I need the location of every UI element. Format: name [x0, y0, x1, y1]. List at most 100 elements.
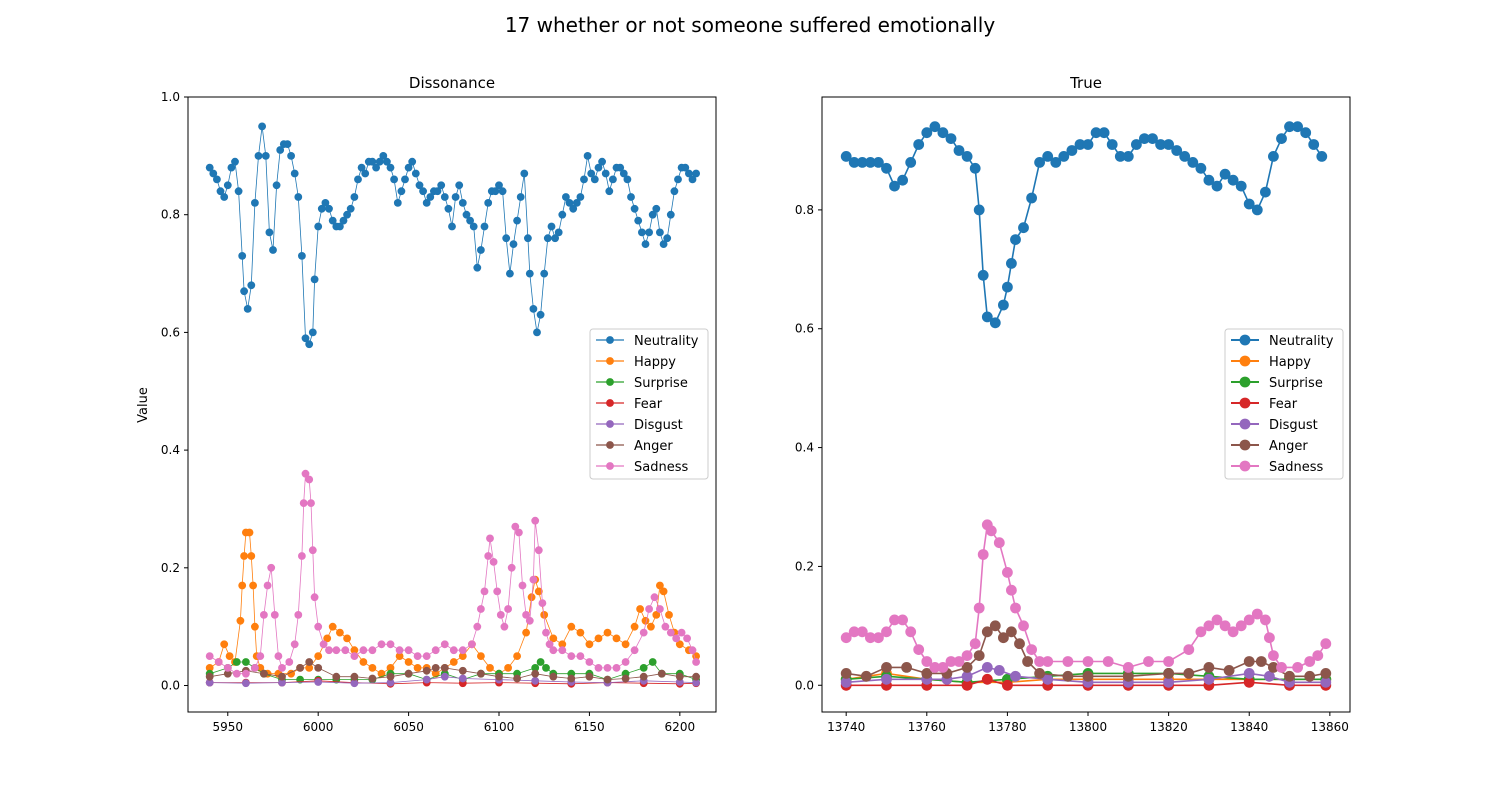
- data-point: [227, 163, 236, 172]
- data-point: [458, 666, 467, 675]
- data-point: [242, 669, 250, 678]
- x-tick-label: 6200: [665, 720, 696, 734]
- data-point: [554, 228, 563, 237]
- data-point: [354, 175, 362, 184]
- data-point: [328, 216, 337, 225]
- data-point: [413, 652, 422, 660]
- data-point: [251, 664, 259, 672]
- data-point: [469, 222, 478, 231]
- data-point: [1163, 656, 1174, 667]
- data-point: [205, 678, 214, 687]
- data-point: [639, 672, 648, 681]
- legend-label: Fear: [634, 397, 663, 412]
- data-point: [529, 575, 538, 584]
- data-point: [1203, 174, 1215, 186]
- data-point: [486, 534, 494, 543]
- data-point: [491, 187, 500, 196]
- data-point: [270, 611, 279, 619]
- data-point: [1018, 620, 1029, 632]
- data-point: [1002, 679, 1013, 691]
- data-point: [1106, 139, 1118, 150]
- data-point: [314, 678, 323, 686]
- data-point: [422, 199, 431, 207]
- series-sadness: [205, 469, 700, 678]
- data-point: [961, 670, 973, 682]
- data-point: [1264, 670, 1275, 682]
- x-tick-label: 6100: [484, 720, 515, 734]
- series-line: [209, 532, 697, 675]
- data-point: [260, 669, 268, 678]
- data-point: [549, 634, 558, 643]
- data-point: [587, 169, 596, 178]
- data-point: [238, 252, 247, 260]
- data-point: [1026, 192, 1037, 204]
- data-point: [301, 469, 310, 478]
- data-point: [305, 658, 314, 666]
- data-point: [1034, 668, 1045, 679]
- data-point: [299, 499, 308, 507]
- data-point: [1058, 151, 1070, 162]
- data-point: [486, 664, 494, 672]
- legend-item: Happy: [596, 355, 676, 370]
- legend-marker: [1239, 460, 1251, 472]
- legend-item: Fear: [596, 397, 663, 412]
- data-point: [661, 622, 670, 631]
- data-point: [290, 640, 299, 649]
- data-point: [440, 193, 449, 201]
- data-point: [290, 169, 299, 178]
- x-tick-label: 5950: [213, 720, 244, 734]
- data-point: [325, 204, 333, 213]
- data-point: [590, 175, 599, 184]
- data-point: [477, 669, 485, 678]
- data-point: [921, 656, 933, 667]
- data-point: [840, 676, 852, 688]
- data-point: [458, 674, 467, 683]
- data-point: [462, 210, 471, 219]
- data-point: [1304, 656, 1316, 667]
- y-tick-label: 0.4: [161, 443, 180, 457]
- data-point: [1260, 614, 1271, 626]
- data-point: [258, 122, 266, 131]
- data-point: [881, 162, 892, 174]
- legend-label: Surprise: [1269, 376, 1323, 391]
- data-point: [639, 664, 648, 672]
- data-point: [395, 646, 404, 655]
- data-point: [386, 664, 395, 672]
- data-point: [1300, 127, 1312, 139]
- data-point: [865, 632, 876, 644]
- data-point: [1010, 234, 1021, 246]
- data-point: [495, 672, 503, 681]
- legend-label: Anger: [634, 439, 673, 454]
- data-point: [1139, 133, 1150, 145]
- data-point: [921, 127, 933, 139]
- data-point: [408, 157, 417, 166]
- data-point: [413, 664, 422, 672]
- x-tick-label: 13840: [1230, 720, 1268, 734]
- data-point: [616, 163, 625, 172]
- data-point: [621, 674, 630, 683]
- data-point: [368, 664, 377, 672]
- data-point: [440, 664, 449, 672]
- data-point: [1227, 174, 1239, 186]
- data-point: [480, 587, 489, 596]
- data-point: [1219, 168, 1231, 180]
- data-point: [283, 140, 292, 149]
- data-point: [386, 672, 395, 681]
- data-point: [209, 169, 218, 178]
- data-point: [308, 328, 317, 337]
- legend-label: Sadness: [634, 460, 688, 475]
- data-point: [1006, 258, 1017, 269]
- data-point: [1276, 133, 1287, 145]
- series-line: [845, 125, 1323, 325]
- data-point: [518, 581, 527, 590]
- x-tick-label: 13820: [1150, 720, 1188, 734]
- legend-marker: [606, 378, 614, 386]
- data-point: [323, 634, 332, 643]
- data-point: [298, 252, 306, 260]
- data-point: [1171, 145, 1183, 156]
- data-point: [263, 581, 272, 590]
- data-point: [1292, 121, 1303, 133]
- data-point: [969, 638, 981, 650]
- legend-marker: [606, 462, 614, 470]
- series-anger: [840, 620, 1332, 682]
